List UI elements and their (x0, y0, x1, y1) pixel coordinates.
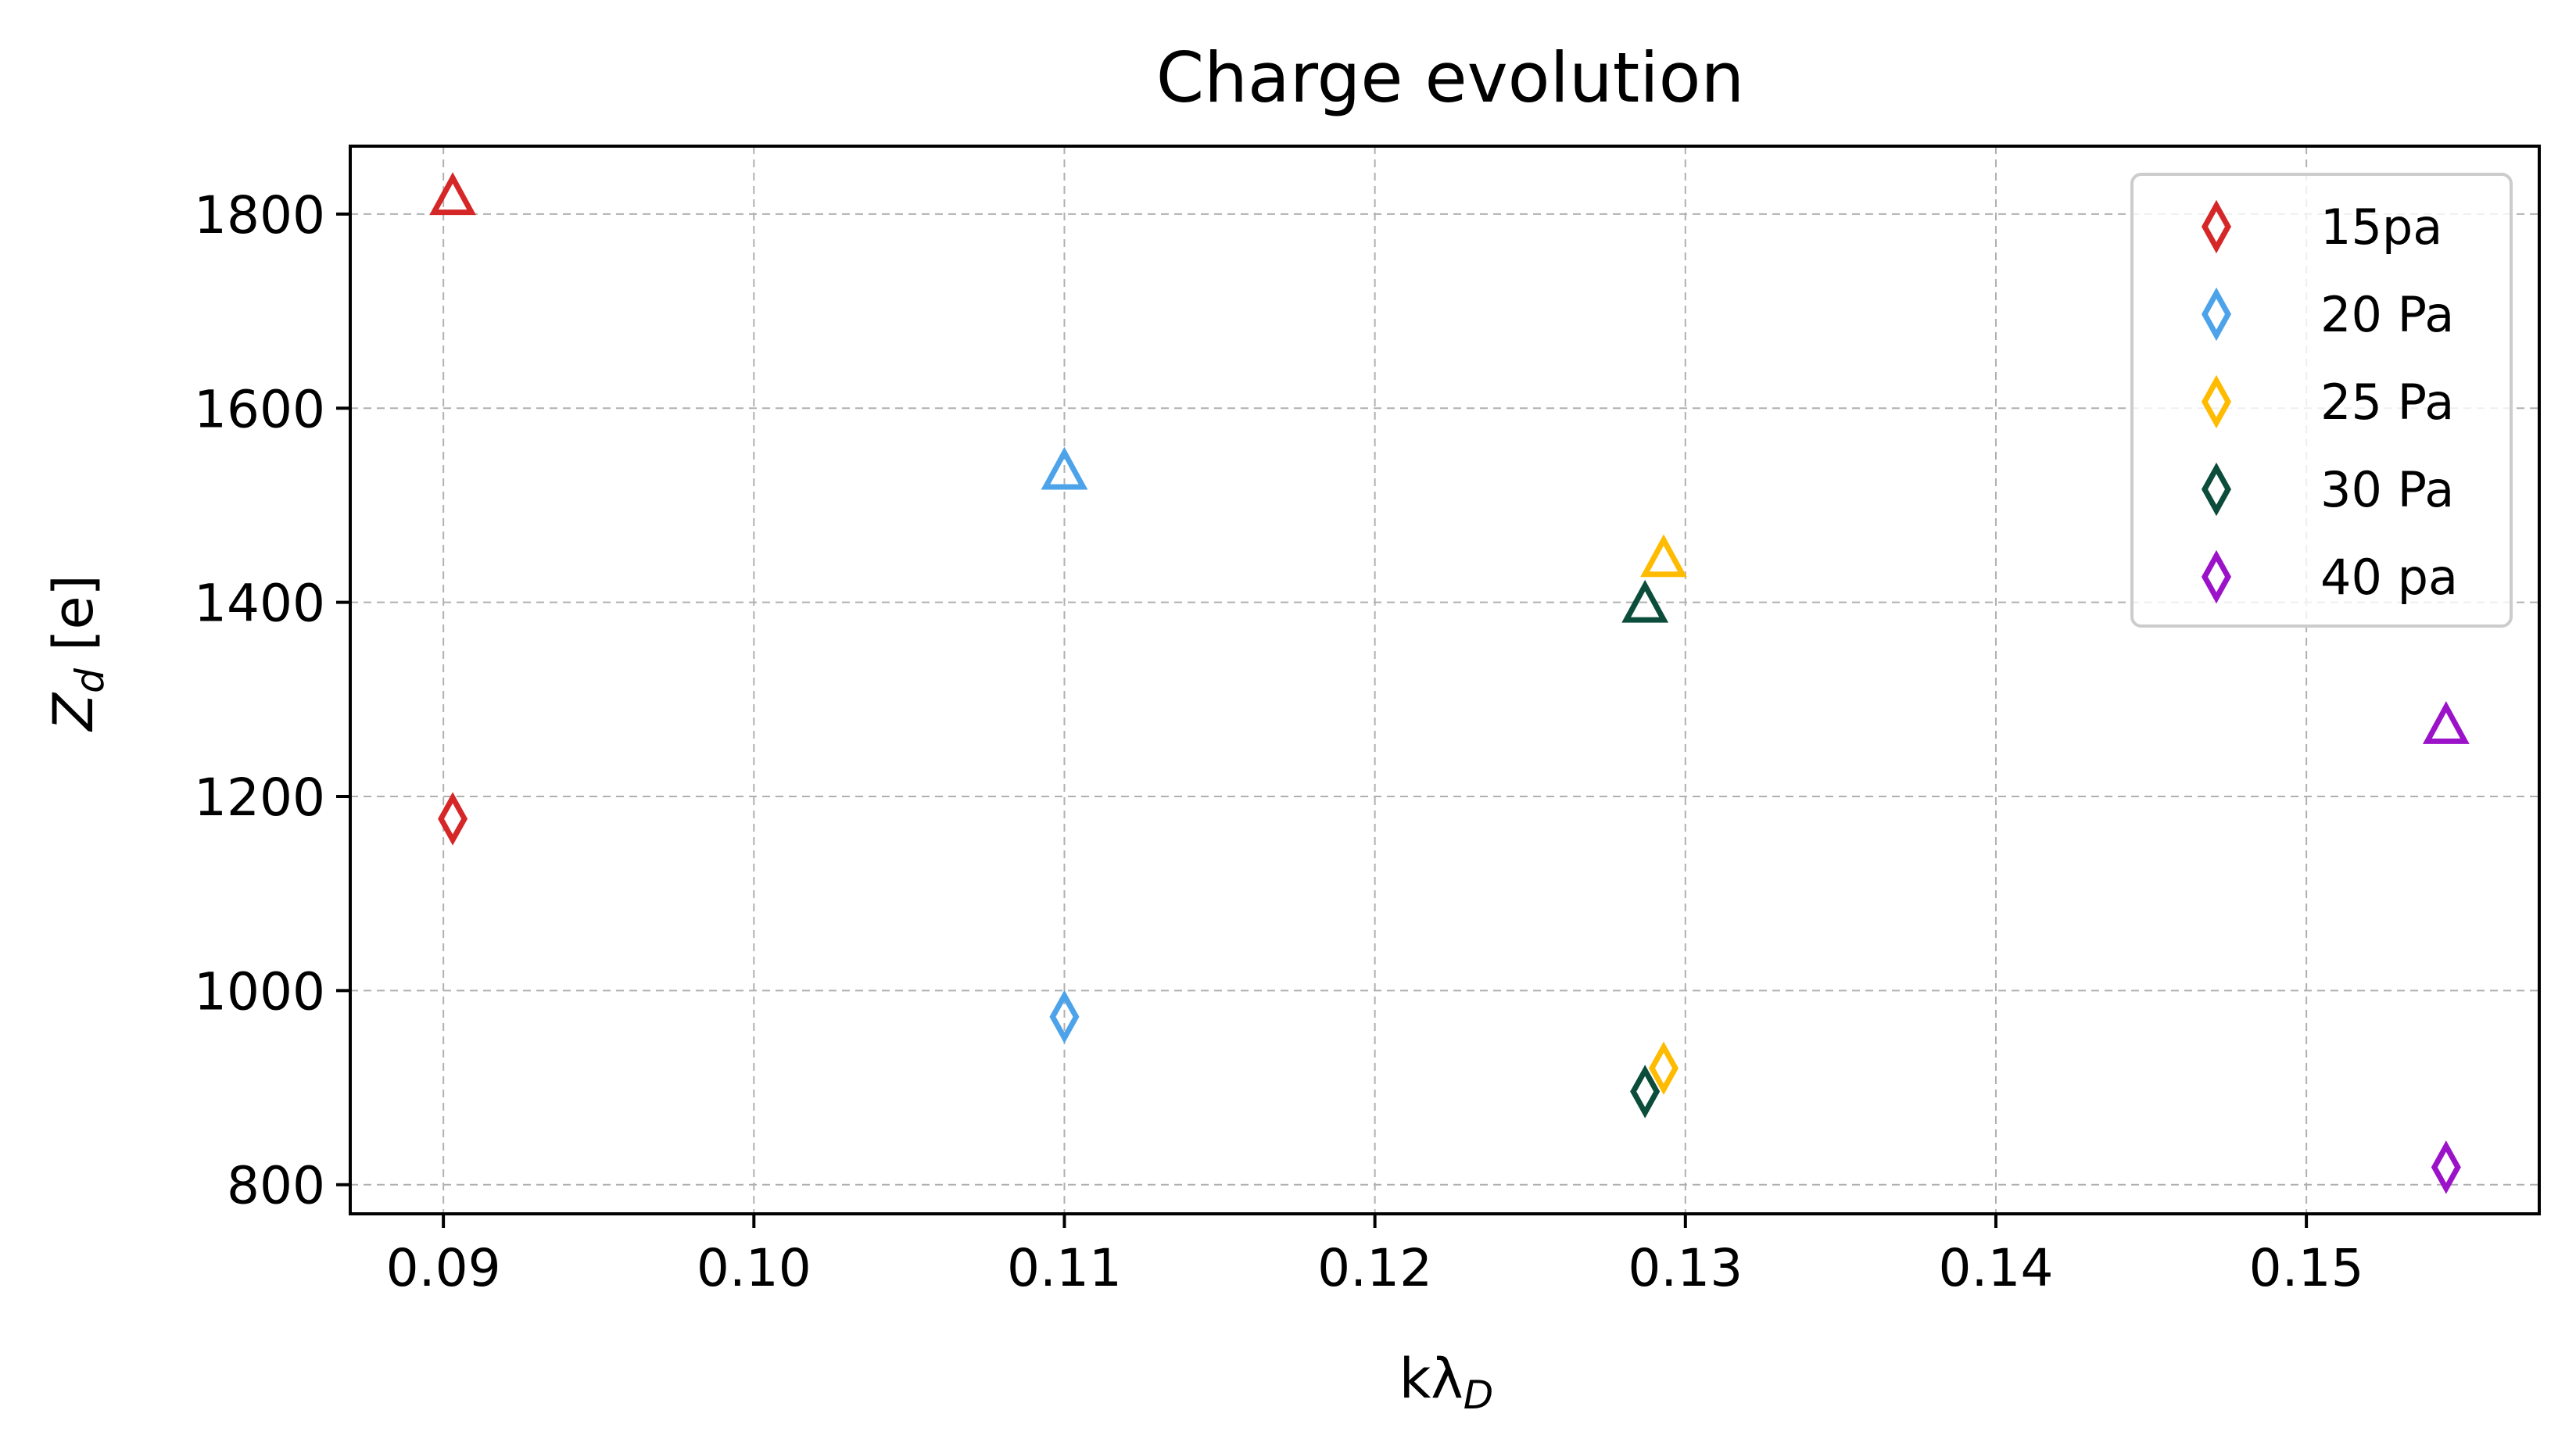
triangle-marker (1041, 446, 1088, 490)
legend-marker (2201, 199, 2232, 254)
diamond-marker (1648, 1041, 1679, 1095)
triangle-marker (1640, 534, 1687, 578)
triangle-marker (2422, 701, 2470, 744)
x-tick-label: 0.14 (1938, 1238, 2053, 1298)
y-axis: 800 1000 1200 1400 1600 1800 (194, 185, 350, 1216)
legend-label: 15pa (2320, 199, 2442, 256)
legend-label: 25 Pa (2320, 374, 2454, 431)
diamond-marker (1049, 990, 1080, 1044)
x-tick-label: 0.12 (1317, 1238, 1432, 1298)
y-tick-label: 1600 (194, 379, 325, 439)
legend-marker (2201, 287, 2232, 342)
y-tick-label: 1200 (194, 768, 325, 828)
y-tick-label: 1400 (194, 574, 325, 634)
legend-label: 40 pa (2320, 549, 2458, 606)
diamond-marker (438, 792, 468, 846)
legend-marker (2201, 374, 2232, 429)
y-tick-label: 1000 (194, 961, 325, 1022)
x-tick-label: 0.11 (1007, 1238, 1122, 1298)
legend-label: 30 Pa (2320, 461, 2454, 518)
x-tick-label: 0.10 (697, 1238, 811, 1298)
chart-title: Charge evolution (1156, 38, 1745, 118)
x-tick-label: 0.13 (1628, 1238, 1743, 1298)
triangle-marker (429, 172, 476, 216)
x-tick-label: 0.15 (2249, 1238, 2364, 1298)
triangle-marker (1621, 579, 1669, 623)
y-tick-label: 1800 (194, 185, 325, 245)
legend-marker (2201, 462, 2232, 517)
diamond-marker (1630, 1065, 1661, 1118)
legend: 15pa 20 Pa 25 Pa 30 Pa 40 pa (2130, 173, 2513, 628)
y-tick-label: 800 (227, 1156, 325, 1216)
legend-frame (2130, 173, 2513, 628)
x-tick-label: 0.09 (386, 1238, 501, 1298)
legend-marker (2201, 549, 2232, 604)
x-axis: 0.09 0.10 0.11 0.12 0.13 0.14 0.15 (386, 1214, 2364, 1298)
legend-label: 20 Pa (2320, 286, 2454, 343)
x-axis-label: kλD (1399, 1347, 1493, 1418)
y-axis-label: Zd [e] (41, 574, 113, 732)
diamond-marker (2431, 1140, 2461, 1194)
data-points (429, 172, 2470, 1194)
plot-area (349, 145, 2541, 1215)
